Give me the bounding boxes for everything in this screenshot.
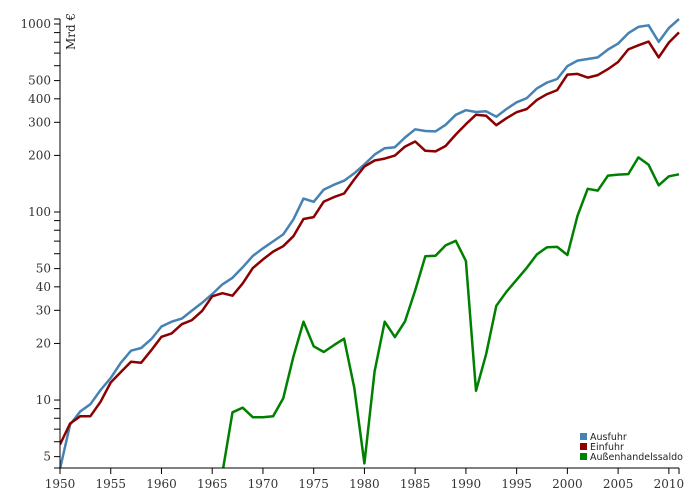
x-tick-label: 1980 <box>349 477 380 491</box>
x-tick: 1995 <box>501 468 532 491</box>
legend-swatch <box>580 443 587 450</box>
x-tick: 1960 <box>146 468 177 491</box>
y-tick: 30 <box>36 303 60 317</box>
x-tick-label: 1995 <box>501 477 532 491</box>
legend-swatch <box>580 433 587 440</box>
x-tick: 1990 <box>451 468 482 491</box>
y-tick-label: 400 <box>28 92 51 106</box>
x-tick-label: 2010 <box>654 477 685 491</box>
x-tick: 1965 <box>197 468 228 491</box>
y-tick-label: 300 <box>28 115 51 129</box>
x-tick: 1950 <box>45 468 76 491</box>
y-axis: 5 10 20 30 40 50 100 200 300 400 500 1000 <box>20 17 61 469</box>
x-tick-label: 2000 <box>552 477 583 491</box>
y-tick-label: 100 <box>28 205 51 219</box>
y-tick-label: 200 <box>28 148 51 162</box>
x-tick-label: 1955 <box>95 477 126 491</box>
legend-item: Ausfuhr <box>580 432 627 443</box>
x-tick: 1985 <box>400 468 431 491</box>
y-tick: 10 <box>36 393 60 407</box>
y-tick-label: 20 <box>36 336 51 350</box>
x-tick: 2010 <box>654 468 685 491</box>
x-axis: 1950 1955 1960 1965 1970 1975 1980 1985 1990 1995… <box>45 467 685 491</box>
x-tick-label: 1985 <box>400 477 431 491</box>
x-tick: 1970 <box>248 468 279 491</box>
x-tick: 2005 <box>603 468 634 491</box>
y-tick: 100 <box>28 205 60 219</box>
y-tick-label: 1000 <box>20 17 51 31</box>
legend-item: Einfuhr <box>580 442 624 453</box>
x-tick: 2000 <box>552 468 583 491</box>
legend-item: Außenhandelssaldo <box>580 452 683 463</box>
y-tick-label: 10 <box>36 393 51 407</box>
y-tick: 500 <box>28 74 60 88</box>
series-line-0 <box>60 18 680 468</box>
y-tick-label: 5 <box>43 450 51 464</box>
legend-swatch <box>580 453 587 460</box>
plot-lines <box>60 18 680 468</box>
y-tick-label: 40 <box>36 280 51 294</box>
x-tick-label: 1975 <box>298 477 329 491</box>
y-tick: 40 <box>36 280 60 294</box>
x-tick-label: 1950 <box>45 477 76 491</box>
x-tick-label: 1965 <box>197 477 228 491</box>
y-tick: 300 <box>28 115 60 129</box>
legend-label: Ausfuhr <box>590 432 627 443</box>
legend-label: Einfuhr <box>590 442 624 453</box>
legend-label: Außenhandelssaldo <box>590 452 683 463</box>
x-tick: 1975 <box>298 468 329 491</box>
y-tick: 5 <box>43 450 60 464</box>
x-tick-label: 1960 <box>146 477 177 491</box>
y-tick: 20 <box>36 336 60 350</box>
y-axis-label: Mrd € <box>64 13 78 50</box>
x-tick: 1980 <box>349 468 380 491</box>
y-tick: 50 <box>36 262 60 276</box>
x-tick-label: 1970 <box>248 477 279 491</box>
y-tick-label: 50 <box>36 262 51 276</box>
y-tick: 400 <box>28 92 60 106</box>
y-tick: 200 <box>28 148 60 162</box>
x-tick-label: 1990 <box>451 477 482 491</box>
series-line-1 <box>60 31 680 446</box>
series-line-2 <box>221 156 680 468</box>
y-tick-label: 500 <box>28 74 51 88</box>
y-tick-label: 30 <box>36 303 51 317</box>
y-tick: 1000 <box>20 17 60 31</box>
x-tick-label: 2005 <box>603 477 634 491</box>
x-tick: 1955 <box>95 468 126 491</box>
